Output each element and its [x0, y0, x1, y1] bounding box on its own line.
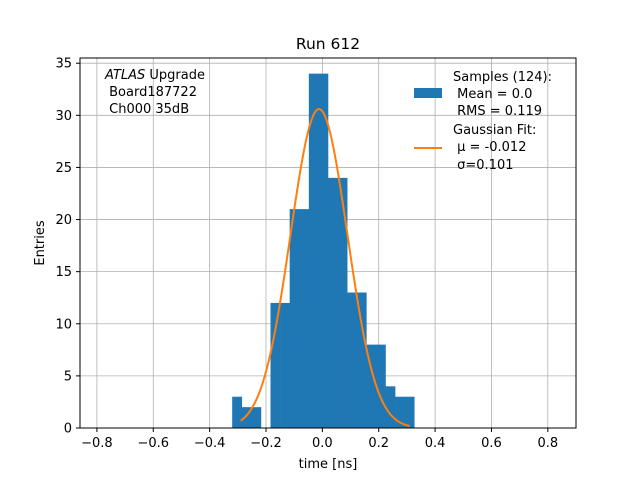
histogram-bar-13	[356, 292, 367, 428]
y-axis-label: Entries	[33, 220, 48, 266]
y-tick-label-1: 5	[64, 369, 72, 384]
annotation-line-1: ATLAS Upgrade	[104, 68, 205, 83]
histogram-bar-7	[299, 209, 310, 428]
x-tick-label-4: 0.0	[312, 436, 333, 451]
histogram-bars	[232, 73, 415, 429]
histogram-bar-1	[241, 407, 252, 428]
y-tick-label-6: 30	[55, 109, 72, 124]
histogram-bar-11	[337, 177, 348, 428]
x-tick-label-1: −0.6	[137, 436, 169, 451]
annotation-line-3: Ch000 35dB	[105, 102, 189, 117]
histogram-bar-8	[308, 73, 319, 429]
legend-fit-mu: μ = -0.012	[453, 140, 526, 155]
legend-swatch-samples	[414, 88, 442, 98]
legend-samples-title: Samples (124):	[453, 70, 552, 85]
annotation-rest: Upgrade	[145, 68, 205, 83]
histogram-bar-12	[347, 292, 358, 428]
y-axis-ticks: 0 5 10 15 20 25 30 35	[55, 57, 80, 437]
y-tick-label-3: 15	[55, 265, 72, 280]
histogram-bar-5	[280, 302, 290, 428]
legend-fit-title: Gaussian Fit:	[453, 123, 536, 138]
legend: Samples (124): Mean = 0.0 RMS = 0.119 Ga…	[414, 70, 552, 173]
gaussian-fit-curve	[240, 108, 410, 427]
x-tick-label-7: 0.6	[481, 436, 502, 451]
x-tick-label-8: 0.8	[537, 436, 558, 451]
histogram-bar-6	[289, 209, 300, 428]
histogram-bar-0	[232, 396, 243, 428]
chart-title: Run 612	[296, 35, 360, 53]
histogram-bar-10	[328, 177, 338, 428]
legend-samples-rms: RMS = 0.119	[453, 104, 542, 119]
histogram-bar-2	[251, 407, 262, 428]
histogram-bar-14	[366, 344, 377, 428]
y-tick-label-5: 25	[55, 161, 72, 176]
gaussian-fit	[240, 108, 410, 427]
y-tick-label-0: 0	[64, 422, 72, 437]
x-axis-ticks: −0.8 −0.6 −0.4 −0.2 0.0 0.2 0.4 0.6 0.8	[81, 428, 558, 451]
histogram-bar-16	[385, 386, 396, 428]
y-tick-label-7: 35	[55, 57, 72, 72]
x-axis-label: time [ns]	[299, 457, 358, 472]
histogram-bar-17	[395, 396, 405, 428]
y-tick-label-4: 20	[55, 213, 72, 228]
histogram-bar-9	[318, 73, 329, 429]
x-tick-label-0: −0.8	[81, 436, 113, 451]
legend-samples-mean: Mean = 0.0	[453, 87, 532, 102]
y-tick-label-2: 10	[55, 317, 72, 332]
annotation-italic: ATLAS	[104, 68, 145, 83]
histogram-bar-15	[375, 344, 386, 428]
histogram-bar-18	[404, 396, 415, 428]
legend-fit-sigma: σ=0.101	[453, 158, 513, 173]
x-tick-label-6: 0.4	[425, 436, 446, 451]
plot-area-frame	[79, 57, 577, 429]
atlas-annotation: ATLAS Upgrade Board187722 Ch000 35dB	[104, 68, 205, 117]
x-tick-label-3: −0.2	[250, 436, 282, 451]
histogram-bar-4	[270, 302, 281, 428]
annotation-line-2: Board187722	[105, 85, 197, 100]
x-tick-label-5: 0.2	[368, 436, 389, 451]
x-tick-label-2: −0.4	[194, 436, 226, 451]
